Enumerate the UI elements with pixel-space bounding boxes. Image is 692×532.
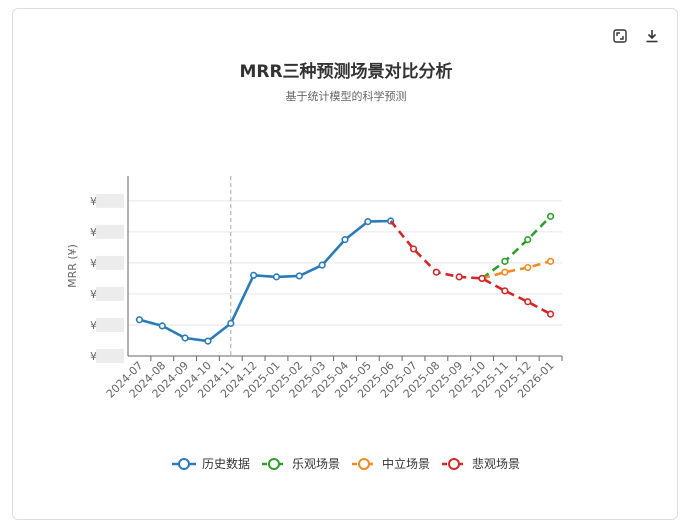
legend-label: 中立场景 (382, 456, 430, 471)
legend-swatch-marker (268, 458, 280, 470)
series-line-1 (481, 215, 552, 280)
y-tick-label: ¥ (90, 350, 97, 363)
legend-label: 乐观场景 (292, 457, 340, 471)
data-point[interactable] (227, 319, 235, 328)
data-point[interactable] (295, 272, 303, 280)
legend-item-1[interactable]: 乐观场景 (262, 457, 340, 471)
chart-title: MRR三种预测场景对比分析 (239, 61, 452, 82)
data-point[interactable] (158, 322, 166, 330)
data-point[interactable] (524, 263, 532, 272)
data-point[interactable] (341, 236, 349, 244)
y-tick-label: ¥ (90, 288, 97, 301)
legend-swatch-marker (178, 458, 190, 470)
series-line-0 (139, 219, 391, 343)
data-point[interactable] (318, 261, 326, 269)
download-icon[interactable] (643, 27, 661, 45)
series (135, 212, 555, 345)
y-tick-mask (96, 286, 124, 301)
chart-toolbar (611, 27, 661, 45)
y-tick-label: ¥ (90, 257, 97, 270)
legend-label: 悲观场景 (472, 456, 520, 471)
y-tick-mask (96, 193, 124, 208)
data-point[interactable] (181, 334, 189, 342)
data-point[interactable] (250, 271, 258, 279)
legend: 历史数据 乐观场景 中立场景 悲观场景 (172, 456, 520, 471)
y-tick-mask (96, 349, 124, 363)
y-tick-mask (96, 317, 124, 332)
y-tick-mask (96, 224, 124, 239)
y-tick-mask (96, 255, 124, 270)
data-point[interactable] (272, 273, 281, 281)
legend-swatch-marker (358, 458, 370, 470)
data-point[interactable] (478, 274, 486, 283)
series-line-3 (389, 220, 552, 316)
data-point[interactable] (501, 257, 509, 265)
chart-subtitle: 基于统计模型的科学预测 (286, 89, 407, 103)
legend-item-0[interactable]: 历史数据 (172, 456, 250, 471)
y-tick-label: ¥ (90, 319, 97, 332)
legend-label: 历史数据 (202, 456, 250, 471)
data-point[interactable] (364, 218, 372, 226)
expand-icon[interactable] (611, 27, 629, 45)
y-tick-label: ¥ (90, 226, 97, 239)
series-line-2 (481, 260, 551, 280)
y-axis-label: MRR (¥) (66, 244, 79, 288)
data-point[interactable] (501, 287, 509, 295)
data-point[interactable] (546, 212, 555, 220)
data-point[interactable] (432, 268, 440, 276)
axes: ¥¥¥¥¥¥2024-072024-082024-092024-102024-1… (90, 176, 563, 401)
data-point[interactable] (524, 298, 532, 306)
data-point[interactable] (455, 273, 463, 281)
data-point[interactable] (501, 268, 509, 276)
data-point[interactable] (409, 245, 418, 253)
data-point[interactable] (135, 316, 144, 324)
data-point[interactable] (524, 236, 532, 244)
legend-item-2[interactable]: 中立场景 (352, 456, 430, 471)
data-point[interactable] (546, 257, 555, 265)
data-point[interactable] (546, 310, 555, 318)
legend-swatch-marker (448, 458, 460, 470)
data-point[interactable] (204, 337, 212, 345)
legend-item-3[interactable]: 悲观场景 (442, 456, 520, 471)
y-tick-label: ¥ (90, 195, 97, 208)
